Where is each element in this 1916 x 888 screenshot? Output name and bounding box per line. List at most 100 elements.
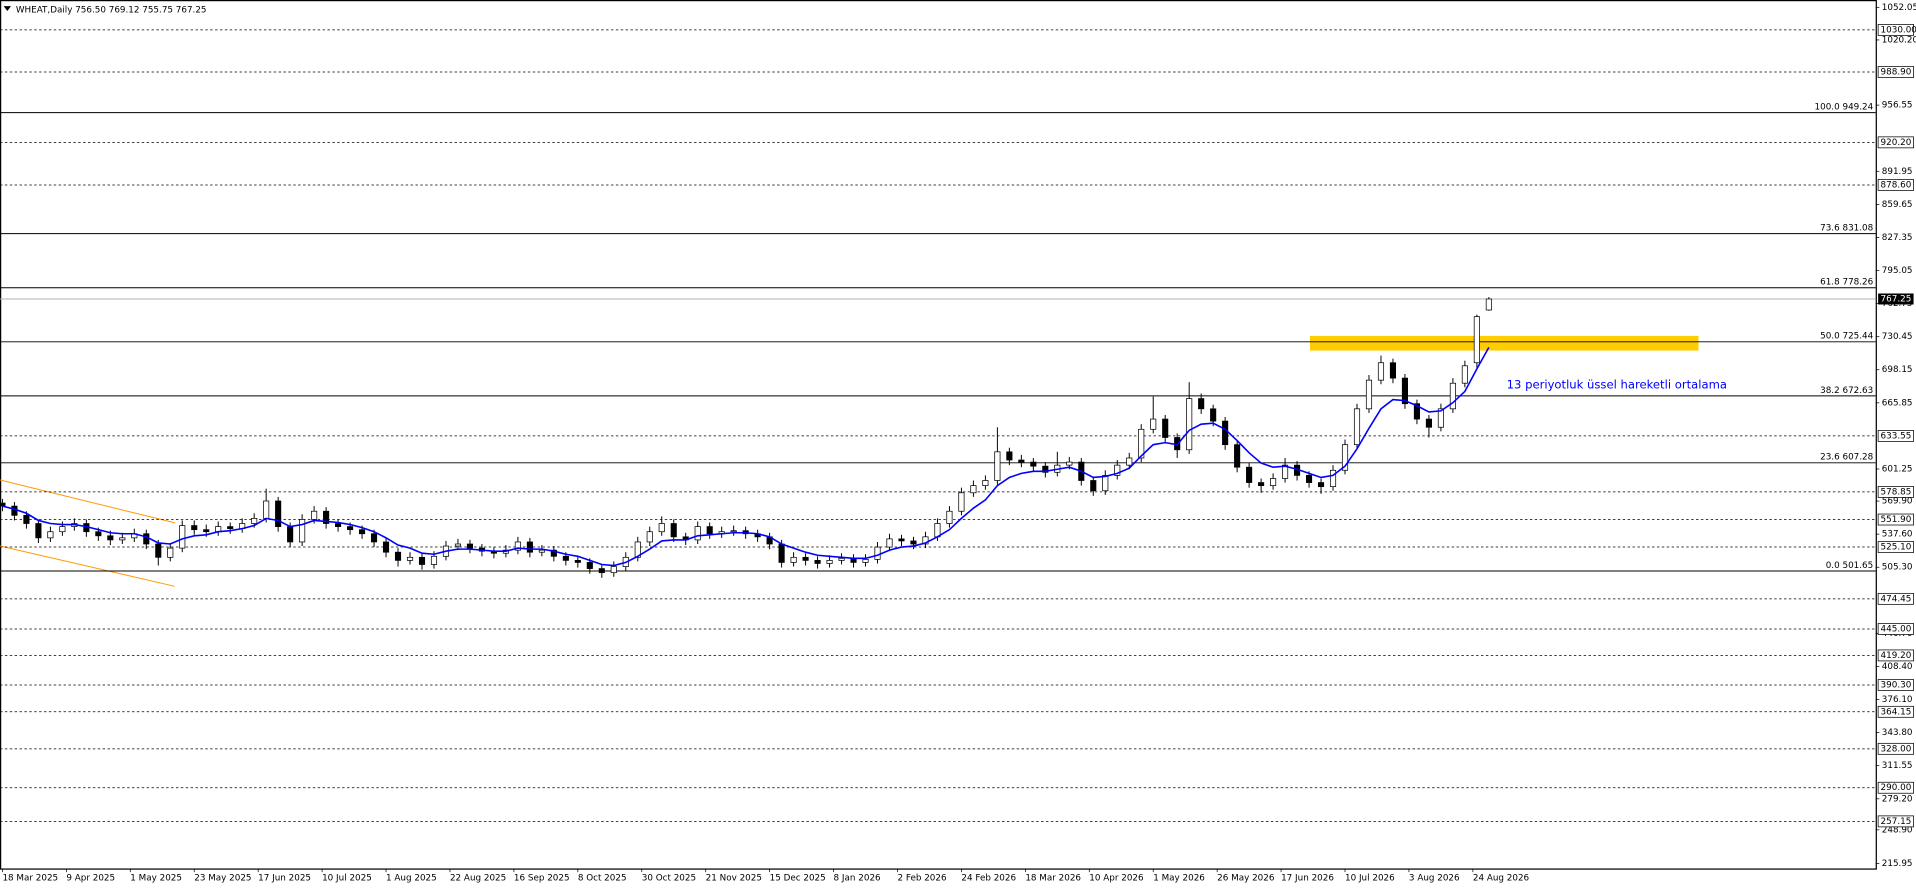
fib-label: 0.0 501.65 [1826, 560, 1874, 570]
fib-ratio: 0.0 [1826, 560, 1840, 570]
ema-line [2, 346, 1490, 567]
candle-body [706, 526, 713, 535]
fib-ratio: 23.6 [1820, 452, 1840, 462]
candle-body [335, 523, 342, 527]
candle-body [95, 531, 102, 537]
x-tick-label: 24 Feb 2026 [961, 874, 1016, 884]
y-tick-label: 859.65 [1882, 200, 1913, 210]
y-tick-label: 505.30 [1882, 563, 1913, 573]
fib-ratio: 50.0 [1820, 331, 1840, 341]
level-box [1877, 66, 1914, 78]
candle-body [574, 560, 581, 563]
resistance-zone [1309, 335, 1699, 351]
candle-body [946, 510, 953, 524]
candle-body [826, 560, 833, 564]
level-box [1877, 815, 1914, 828]
fib-label: 38.2 672.63 [1820, 385, 1873, 395]
candle-body [454, 543, 462, 547]
y-tick-label: 537.60 [1882, 530, 1913, 540]
fib-label: 73.6 831.08 [1820, 223, 1873, 233]
level-label: 988.90 [1881, 68, 1912, 78]
level-box [1877, 705, 1914, 718]
level-label: 474.45 [1881, 594, 1912, 604]
y-tick-label: 730.45 [1882, 332, 1913, 342]
channel-lower [0, 545, 175, 587]
candle-body [1437, 408, 1444, 428]
candle-body [466, 543, 474, 549]
candle-body [107, 535, 114, 541]
y-tick-label: 311.55 [1882, 761, 1913, 771]
candle-body [1389, 362, 1397, 379]
candle-body [1186, 398, 1193, 451]
level-label: 328.00 [1881, 744, 1912, 754]
candle-body [886, 538, 893, 548]
candle-body [790, 556, 797, 563]
y-tick-label: 376.10 [1882, 695, 1913, 705]
y-tick-label: 956.55 [1882, 101, 1913, 111]
candle-body [1150, 418, 1157, 430]
level-label: 445.00 [1881, 625, 1912, 635]
level-label: 551.90 [1881, 515, 1912, 525]
fib-value: 949.24 [1842, 102, 1873, 112]
candle-body [1042, 465, 1049, 473]
candle-body [634, 541, 641, 558]
candle-body [1126, 457, 1133, 466]
x-tick-label: 2 Feb 2026 [897, 874, 946, 884]
fib-value: 501.65 [1842, 560, 1873, 570]
level-box [1877, 592, 1914, 605]
candle-body [982, 480, 989, 486]
level-box [1877, 679, 1914, 691]
candle-body [311, 510, 318, 520]
candle-body [922, 536, 929, 545]
candle-body [802, 556, 809, 561]
ema-annotation: 13 periyotluk üssel hareketli ortalama [1507, 377, 1727, 391]
candle-body [1413, 403, 1420, 420]
candle-body [1006, 451, 1013, 461]
level-label: 390.30 [1881, 681, 1912, 691]
candle-body [538, 549, 545, 553]
candle-body [191, 525, 198, 531]
y-tick-label: 698.15 [1882, 365, 1913, 375]
candle-body [1485, 298, 1492, 311]
candle-body [1449, 382, 1456, 410]
candle-body [11, 505, 18, 516]
candle-body [898, 538, 905, 542]
candle-body [1305, 475, 1313, 483]
candle-body [1353, 408, 1361, 446]
fib-label: 23.6 607.28 [1820, 452, 1873, 462]
candle-body [778, 543, 785, 563]
level-box [1877, 136, 1914, 149]
last-price-box [1878, 293, 1914, 305]
candle-body [994, 451, 1001, 481]
level-box [1877, 24, 1914, 36]
level-box [1877, 781, 1914, 794]
candle-body [1198, 398, 1205, 410]
x-tick-label: 23 May 2025 [194, 874, 251, 884]
candle-body [35, 523, 42, 539]
level-label: 290.00 [1881, 783, 1912, 793]
y-tick-label: 569.90 [1882, 497, 1913, 507]
channel-upper [0, 479, 175, 524]
candle-body [167, 547, 174, 558]
candle-body [1246, 466, 1253, 483]
y-tick-label: 891.95 [1882, 167, 1913, 177]
x-tick-label: 18 Mar 2025 [2, 874, 58, 884]
y-tick-label: 601.25 [1882, 464, 1913, 474]
x-tick-label: 1 May 2026 [1153, 874, 1205, 884]
menu-triangle[interactable] [3, 6, 11, 11]
candle-body [874, 546, 881, 560]
candle-body [598, 568, 605, 574]
candle-body [227, 526, 234, 530]
candle-body [323, 510, 330, 524]
candle-body [203, 529, 210, 533]
x-tick-label: 8 Jan 2026 [834, 874, 881, 884]
candle-body [586, 562, 593, 569]
x-tick-label: 15 Dec 2025 [770, 874, 826, 884]
x-tick-label: 18 Mar 2026 [1025, 874, 1081, 884]
candle-body [59, 526, 66, 533]
candle-body [694, 526, 701, 541]
fib-ratio: 73.6 [1820, 223, 1840, 233]
last-price-label: 767.25 [1881, 294, 1912, 304]
candle-body [1425, 418, 1432, 428]
